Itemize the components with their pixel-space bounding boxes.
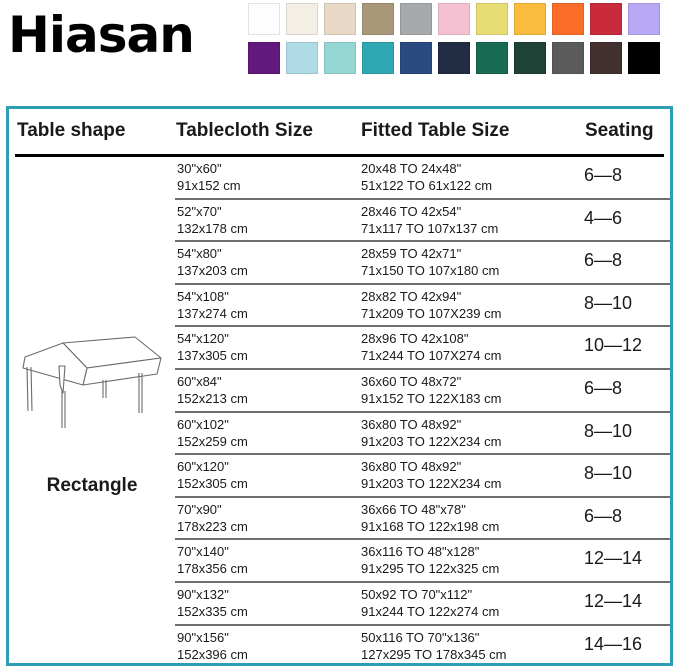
color-swatch-aqua[interactable] [324,42,356,74]
color-swatch-dark-green[interactable] [514,42,546,74]
cell-fitted-table-size: 28x82 TO 42x94" 71x209 TO 107X239 cm [361,288,502,321]
color-swatch-row-top [248,3,672,35]
color-swatch-panel [248,3,672,81]
brand-logo: Hiasan [8,6,195,64]
cell-fitted-table-size: 20x48 TO 24x48" 51x122 TO 61x122 cm [361,161,493,193]
header-divider-line [15,154,664,157]
cell-tablecloth-size: 60"x120" 152x305 cm [177,459,248,492]
cell-seating: 6—8 [584,377,623,398]
cell-seating: 14—16 [584,633,643,654]
color-swatch-khaki[interactable] [362,3,394,35]
color-swatch-emerald-green[interactable] [476,42,508,74]
column-header-seating: Seating [585,120,654,141]
table-shape-label: Rectangle [46,475,138,496]
cell-tablecloth-size: 90"x156" 152x396 cm [177,629,248,662]
cell-fitted-table-size: 50x92 TO 70"x112" 91x244 TO 122x274 cm [361,586,500,619]
table-row: 60"x102" 152x259 cm 36x80 TO 48x92" 91x203 … [175,413,670,456]
color-swatch-teal[interactable] [362,42,394,74]
color-swatch-navy-blue[interactable] [400,42,432,74]
table-row: 30"x60" 91x152 cm 20x48 TO 24x48" 51x122 TO… [175,157,670,200]
color-swatch-gold[interactable] [514,3,546,35]
color-swatch-red[interactable] [590,3,622,35]
cell-tablecloth-size: 54"x80" 137x203 cm [177,246,248,279]
cell-seating: 10—12 [584,335,643,356]
table-row: 52"x70" 132x178 cm 28x46 TO 42x54" 71x117 T… [175,200,670,243]
table-row: 60"x84" 152x213 cm 36x60 TO 48x72" 91x152 T… [175,370,670,413]
color-swatch-ivory[interactable] [286,3,318,35]
color-swatch-black[interactable] [628,42,660,74]
cell-tablecloth-size: 54"x120" 137x305 cm [177,331,248,364]
rectangle-table-illustration [15,325,167,440]
color-swatch-purple[interactable] [248,42,280,74]
cell-seating: 12—14 [584,548,643,569]
size-chart-frame: Table shape Tablecloth Size Fitted Table… [6,106,673,666]
table-row: 70"x90" 178x223 cm 36x66 TO 48"x78" 91x168 … [175,498,670,541]
cell-fitted-table-size: 28x96 TO 42x108" 71x244 TO 107X274 cm [361,331,502,364]
table-row: 54"x108" 137x274 cm 28x82 TO 42x94" 71x209 … [175,285,670,328]
cell-fitted-table-size: 36x60 TO 48x72" 91x152 TO 122X183 cm [361,373,502,406]
color-swatch-white[interactable] [248,3,280,35]
size-rows-container: 30"x60" 91x152 cm 20x48 TO 24x48" 51x122 TO… [175,157,670,663]
cell-seating: 12—14 [584,590,643,611]
color-swatch-pink[interactable] [438,3,470,35]
color-swatch-dark-grey[interactable] [552,42,584,74]
cell-seating: 4—6 [584,207,623,228]
cell-seating: 6—8 [584,505,623,526]
table-row: 90"x156" 152x396 cm 50x116 TO 70"x136" 127x… [175,626,670,669]
cell-fitted-table-size: 36x116 TO 48"x128" 91x295 TO 122x325 cm [361,544,500,577]
header-area: Hiasan [0,0,679,100]
cell-tablecloth-size: 30"x60" 91x152 cm [177,161,241,193]
table-row: 90"x132" 152x335 cm 50x92 TO 70"x112" 91x24… [175,583,670,626]
column-header-table-shape: Table shape [17,120,126,141]
table-row: 70"x140" 178x356 cm 36x116 TO 48"x128" 91x2… [175,540,670,583]
table-row: 54"x80" 137x203 cm 28x59 TO 42x71" 71x150 T… [175,242,670,285]
cell-fitted-table-size: 36x80 TO 48x92" 91x203 TO 122X234 cm [361,459,502,492]
column-header-tablecloth-size: Tablecloth Size [176,120,313,141]
table-shape-column: Rectangle [9,157,175,663]
cell-fitted-table-size: 28x59 TO 42x71" 71x150 TO 107x180 cm [361,246,500,279]
cell-seating: 6—8 [584,165,623,185]
color-swatch-grey[interactable] [400,3,432,35]
cell-seating: 8—10 [584,292,633,313]
cell-seating: 8—10 [584,420,633,441]
cell-tablecloth-size: 60"x102" 152x259 cm [177,416,248,449]
color-swatch-powder-blue[interactable] [286,42,318,74]
cell-tablecloth-size: 60"x84" 152x213 cm [177,373,248,406]
color-swatch-brown[interactable] [590,42,622,74]
table-row: 54"x120" 137x305 cm 28x96 TO 42x108" 71x244… [175,327,670,370]
cell-seating: 8—10 [584,463,633,484]
cell-seating: 6—8 [584,250,623,271]
cell-tablecloth-size: 52"x70" 132x178 cm [177,203,248,236]
column-header-fitted-table-size: Fitted Table Size [361,120,510,141]
color-swatch-row-bottom [248,42,672,74]
color-swatch-beige[interactable] [324,3,356,35]
cell-tablecloth-size: 70"x140" 178x356 cm [177,544,248,577]
cell-tablecloth-size: 90"x132" 152x335 cm [177,586,248,619]
table-header-row: Table shape Tablecloth Size Fitted Table… [9,109,670,157]
cell-fitted-table-size: 36x66 TO 48"x78" 91x168 TO 122x198 cm [361,501,500,534]
color-swatch-lavender[interactable] [628,3,660,35]
color-swatch-light-yellow[interactable] [476,3,508,35]
color-swatch-dark-navy[interactable] [438,42,470,74]
color-swatch-orange[interactable] [552,3,584,35]
cell-tablecloth-size: 70"x90" 178x223 cm [177,501,248,534]
cell-fitted-table-size: 50x116 TO 70"x136" 127x295 TO 178x345 cm [361,629,507,662]
table-row: 60"x120" 152x305 cm 36x80 TO 48x92" 91x203 … [175,455,670,498]
cell-tablecloth-size: 54"x108" 137x274 cm [177,288,248,321]
cell-fitted-table-size: 36x80 TO 48x92" 91x203 TO 122X234 cm [361,416,502,449]
cell-fitted-table-size: 28x46 TO 42x54" 71x117 TO 107x137 cm [361,203,499,236]
size-chart-table: Table shape Tablecloth Size Fitted Table… [9,109,670,663]
